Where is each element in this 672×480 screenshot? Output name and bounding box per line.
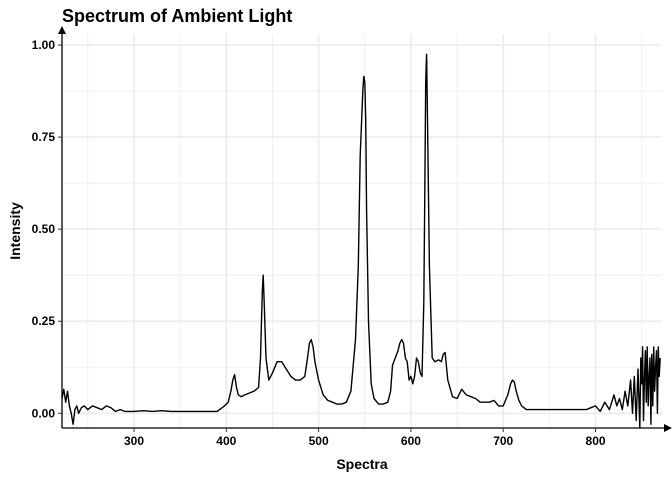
axes	[58, 26, 672, 432]
y-tick-label: 0.50	[32, 222, 56, 236]
x-tick-label: 700	[493, 434, 513, 448]
x-axis-title: Spectra	[336, 456, 388, 472]
y-ticks: 0.00 0.25 0.50 0.75 1.00	[32, 38, 62, 420]
y-tick-label: 0.75	[32, 130, 56, 144]
vertical-gridlines	[87, 34, 643, 428]
x-tick-label: 800	[586, 434, 606, 448]
y-axis-arrowhead	[58, 26, 66, 34]
x-tick-label: 500	[309, 434, 329, 448]
x-tick-label: 600	[401, 434, 421, 448]
x-tick-label: 400	[216, 434, 236, 448]
y-tick-label: 1.00	[32, 38, 56, 52]
chart-title: Spectrum of Ambient Light	[62, 6, 293, 26]
spectrum-line	[61, 53, 661, 429]
y-tick-label: 0.00	[32, 406, 56, 420]
horizontal-gridlines	[62, 44, 662, 415]
y-tick-label: 0.25	[32, 314, 56, 328]
y-axis-title: Intensity	[7, 202, 23, 260]
x-axis-arrowhead	[664, 424, 672, 432]
x-ticks: 300 400 500 600 700 800	[124, 428, 606, 448]
x-tick-label: 300	[124, 434, 144, 448]
